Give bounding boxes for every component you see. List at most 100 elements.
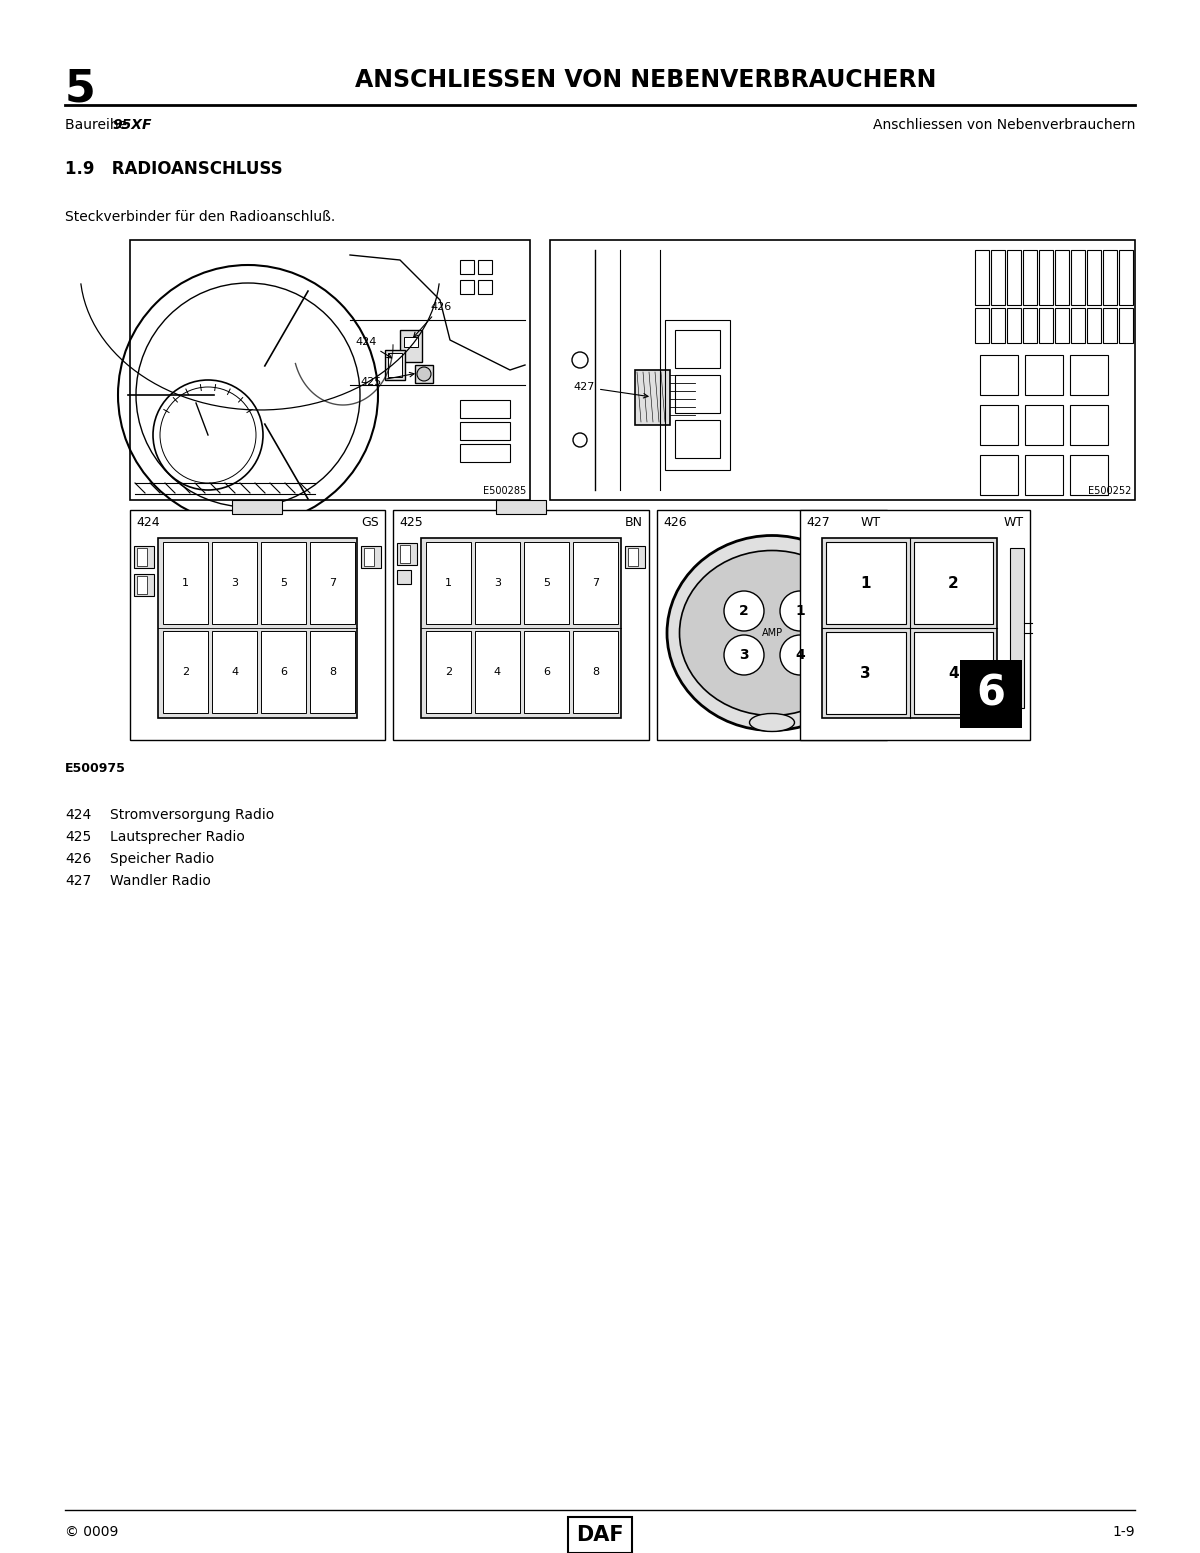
Bar [574,631,618,713]
Bar [130,509,385,739]
Bar [625,547,646,568]
Bar [1025,356,1063,394]
Bar [1087,250,1102,304]
Bar [1070,405,1108,446]
Bar [460,280,474,294]
Text: 3: 3 [860,666,871,680]
Text: E500975: E500975 [65,763,126,775]
Text: 3: 3 [739,648,749,662]
Text: 6: 6 [542,666,550,677]
Bar [415,365,433,384]
Text: 2: 2 [182,666,190,677]
Bar [460,444,510,461]
Bar [137,576,148,593]
Bar [262,542,306,624]
Text: 2: 2 [445,666,452,677]
Bar [400,545,410,564]
Text: 4: 4 [494,666,502,677]
Bar [980,356,1018,394]
Bar [1103,307,1117,343]
Text: 8: 8 [329,666,336,677]
Text: 426: 426 [662,516,686,530]
Text: 426: 426 [414,301,451,337]
Bar [394,509,649,739]
Bar [310,631,355,713]
Text: 425: 425 [360,373,414,387]
Ellipse shape [679,550,864,716]
Bar [426,631,470,713]
Bar [665,320,730,471]
Text: 1.9   RADIOANSCHLUSS: 1.9 RADIOANSCHLUSS [65,160,283,179]
Text: 1: 1 [445,578,452,589]
Bar [826,542,906,624]
Bar [475,631,520,713]
Bar [974,250,989,304]
Bar [1120,307,1133,343]
Text: 2: 2 [948,576,959,590]
Text: 1: 1 [182,578,190,589]
Bar [460,259,474,273]
Bar [913,542,994,624]
Bar [460,422,510,439]
Bar [310,542,355,624]
Bar [163,542,208,624]
Bar [1087,307,1102,343]
Bar [134,575,154,596]
Text: 1-9: 1-9 [1112,1525,1135,1539]
Text: 8: 8 [592,666,599,677]
Text: Baureihe: Baureihe [65,118,132,132]
Bar [232,500,282,514]
Bar [974,307,989,343]
Bar [800,509,1030,739]
Text: 425: 425 [65,829,91,843]
Bar [212,542,257,624]
Text: 426: 426 [65,853,91,867]
Bar [421,537,622,717]
Bar [574,542,618,624]
Text: 4: 4 [230,666,238,677]
Text: 2: 2 [739,604,749,618]
Bar [991,250,1006,304]
Circle shape [780,592,820,631]
Text: WT: WT [860,516,881,530]
Bar [212,631,257,713]
Text: DAF: DAF [576,1525,624,1545]
Bar [980,455,1018,495]
Ellipse shape [750,713,794,731]
Text: 427: 427 [65,874,91,888]
Bar [1039,250,1054,304]
Bar [1120,250,1133,304]
Text: 5: 5 [542,578,550,589]
Bar [658,509,887,739]
Text: 424: 424 [355,337,391,357]
Text: ANSCHLIESSEN VON NEBENVERBRAUCHERN: ANSCHLIESSEN VON NEBENVERBRAUCHERN [355,68,936,92]
Text: BN: BN [625,516,643,530]
Text: 6: 6 [280,666,287,677]
Bar [1025,455,1063,495]
Text: 425: 425 [398,516,422,530]
Bar [1103,250,1117,304]
Bar [524,542,569,624]
Bar [674,374,720,413]
Circle shape [574,433,587,447]
Text: Stromversorgung Radio: Stromversorgung Radio [110,808,275,822]
Text: 3: 3 [494,578,502,589]
Bar [1010,548,1024,708]
Text: Steckverbinder für den Radioanschluß.: Steckverbinder für den Radioanschluß. [65,210,335,224]
Bar [364,548,374,565]
Bar [991,307,1006,343]
Text: 7: 7 [592,578,599,589]
Bar [550,241,1135,500]
Bar [1039,307,1054,343]
Bar [674,329,720,368]
Bar [980,405,1018,446]
Text: © 0009: © 0009 [65,1525,119,1539]
Text: 424: 424 [65,808,91,822]
Bar [130,241,530,500]
Bar [635,370,670,426]
Text: 4: 4 [796,648,805,662]
Circle shape [418,367,431,380]
Bar [134,547,154,568]
Bar [1072,307,1085,343]
Text: 7: 7 [329,578,336,589]
